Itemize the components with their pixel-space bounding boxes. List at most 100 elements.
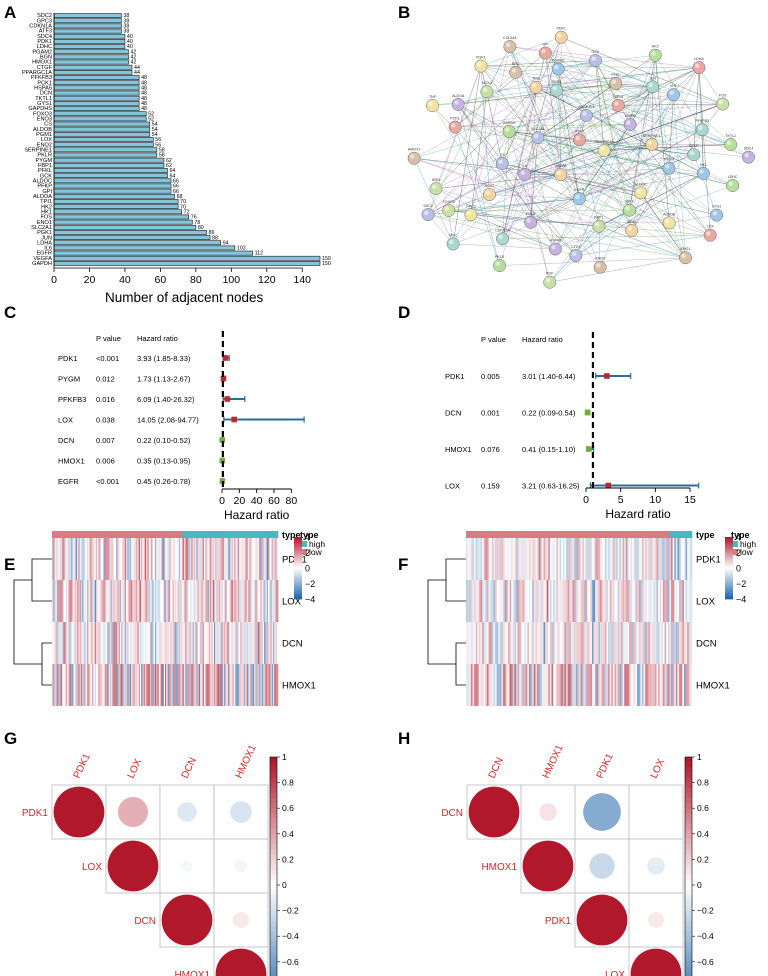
corr-colorbar-segment xyxy=(685,869,692,876)
heatmap-annotation-cell xyxy=(599,531,602,538)
heatmap-annotation-cell xyxy=(83,531,85,538)
heatmap-cell xyxy=(172,538,175,580)
heatmap-cell xyxy=(82,664,84,706)
heatmap-annotation-cell xyxy=(109,531,112,538)
panel-letter-e: E xyxy=(4,555,15,574)
heatmap-cell xyxy=(491,538,494,580)
heatmap-cell xyxy=(556,664,559,706)
heatmap-cell xyxy=(499,538,502,580)
network-edge xyxy=(489,174,561,195)
heatmap-cell xyxy=(212,664,215,706)
heatmap-cell xyxy=(679,538,681,580)
heatmap-cell xyxy=(137,622,139,664)
heatmap-cell xyxy=(237,538,240,580)
heatmap-cell xyxy=(196,664,198,706)
corr-col-label-lox: LOX xyxy=(649,757,668,780)
forest-point-hmox1 xyxy=(586,446,592,452)
network-edge xyxy=(502,234,711,240)
corr-colorbar-segment xyxy=(270,818,277,824)
heatmap-cell xyxy=(635,664,638,706)
heatmap-cell xyxy=(629,622,631,664)
heatmap-annotation-cell xyxy=(551,531,554,538)
heatmap-cell xyxy=(643,622,646,664)
bar-aldoa xyxy=(53,193,175,199)
network-node-pfkfb3 xyxy=(695,123,709,137)
heatmap-annotation-cell xyxy=(569,531,572,538)
network-edge xyxy=(668,94,674,169)
heatmap-cell xyxy=(604,664,607,706)
heatmap-cell xyxy=(191,664,193,706)
heatmap-annotation-cell xyxy=(167,531,170,538)
heatmap-annotation-cell xyxy=(90,531,93,538)
heatmap-colorbar-segment xyxy=(725,566,733,569)
network-edge xyxy=(502,115,587,239)
heatmap-cell xyxy=(488,580,491,622)
heatmap-annotation-cell xyxy=(541,531,544,538)
network-edge xyxy=(435,188,556,250)
network-node-label: GPI xyxy=(542,43,548,47)
heatmap-cell xyxy=(206,664,208,706)
network-edge xyxy=(470,214,711,236)
heatmap-cell xyxy=(82,580,84,622)
heatmap-cell xyxy=(645,664,648,706)
heatmap-annotation-cell xyxy=(193,531,196,538)
corr-colorbar-segment xyxy=(685,910,692,917)
heatmap-annotation-cell xyxy=(638,531,641,538)
heatmap-cell xyxy=(132,622,134,664)
heatmap-cell xyxy=(200,580,202,622)
heatmap-cell xyxy=(221,664,224,706)
heatmap-cell xyxy=(216,538,219,580)
heatmap-cell xyxy=(486,664,489,706)
heatmap-cell xyxy=(632,664,635,706)
heatmap-cell xyxy=(239,622,241,664)
heatmap-cell xyxy=(664,622,667,664)
network-edge xyxy=(480,60,596,67)
network-node-highlight xyxy=(706,231,711,236)
corr-colorbar-tick-label: −0.2 xyxy=(282,906,299,916)
heatmap-cell xyxy=(121,580,123,622)
heatmap-cell xyxy=(124,622,127,664)
legend-swatch-low xyxy=(731,549,738,555)
heatmap-cell xyxy=(648,580,651,622)
heatmap-cell xyxy=(94,538,97,580)
heatmap-cell xyxy=(467,538,470,580)
value-label-gpc3: 38 xyxy=(123,18,129,24)
heatmap-cell xyxy=(272,622,275,664)
bar-dcn xyxy=(53,90,140,96)
heatmap-cell xyxy=(583,580,586,622)
heatmap-cell xyxy=(659,580,662,622)
heatmap-cell xyxy=(635,580,638,622)
heatmap-cell xyxy=(574,538,577,580)
heatmap-annotation-cell xyxy=(54,531,57,538)
heatmap-cell xyxy=(187,664,190,706)
heatmap-cell xyxy=(480,538,483,580)
heatmap-annotation-cell xyxy=(672,531,675,538)
heatmap-cell xyxy=(59,580,62,622)
heatmap-annotation-cell xyxy=(532,531,535,538)
network-node-highlight xyxy=(665,218,670,224)
forest-pvalue-egfr: <0.001 xyxy=(96,477,119,486)
heatmap-cell xyxy=(530,538,533,580)
heatmap-annotation-cell xyxy=(540,531,543,538)
heatmap-cell xyxy=(651,580,654,622)
network-edge xyxy=(530,137,539,223)
heatmap-cell xyxy=(54,664,57,706)
heatmap-cell xyxy=(65,580,68,622)
heatmap-colorbar-tick: 4 xyxy=(305,533,310,543)
heatmap-cell xyxy=(251,664,254,706)
heatmap-cell xyxy=(466,622,468,664)
heatmap-cell xyxy=(656,580,659,622)
heatmap-cell xyxy=(645,622,648,664)
corr-colorbar-tick-label: 1 xyxy=(697,752,702,762)
heatmap-cell xyxy=(625,622,628,664)
heatmap-annotation-cell xyxy=(262,531,265,538)
heatmap-annotation-cell xyxy=(168,531,171,538)
network-edge xyxy=(629,124,686,258)
corr-colorbar-tick-label: 0 xyxy=(697,880,702,890)
heatmap-legend-high: high xyxy=(740,539,756,549)
corr-colorbar-segment xyxy=(685,844,692,850)
heatmap-cell xyxy=(136,538,138,580)
heatmap-annotation-cell xyxy=(267,531,270,538)
network-edge xyxy=(486,91,641,194)
heatmap-cell xyxy=(650,664,652,706)
